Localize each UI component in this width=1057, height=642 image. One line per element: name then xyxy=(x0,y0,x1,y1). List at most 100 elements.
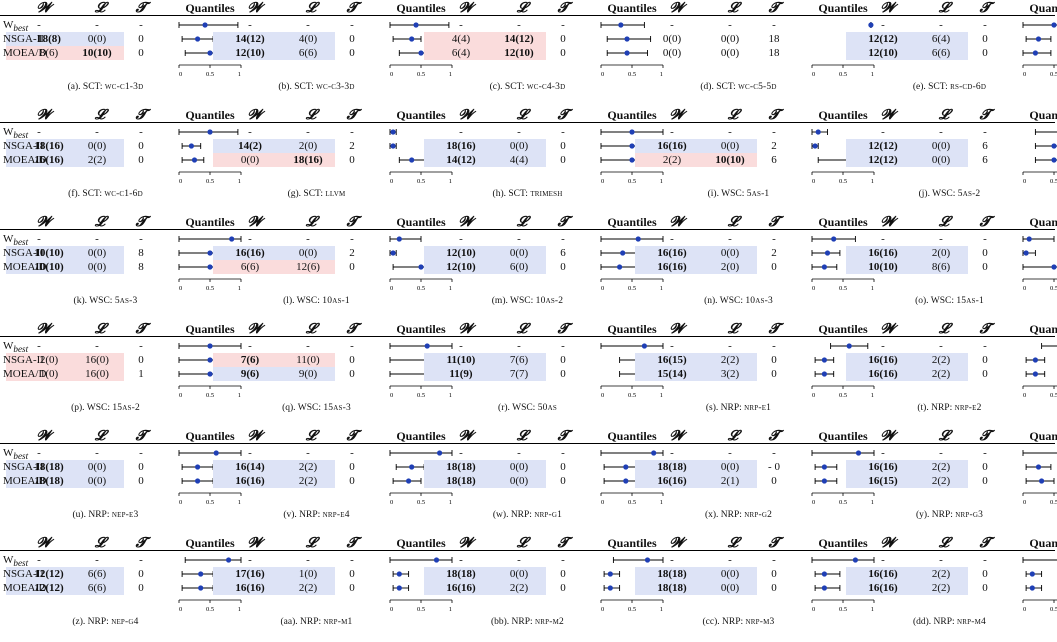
cell-value-l: - xyxy=(728,126,732,138)
column-header-t: 𝓣 xyxy=(346,214,358,230)
header-rule xyxy=(0,443,211,444)
median-marker xyxy=(868,22,874,28)
caption-benchmark: 10as-2 xyxy=(535,296,564,306)
column-header-t: 𝓣 xyxy=(768,321,780,337)
highlight-band xyxy=(846,567,968,581)
result-panel: 𝓦 𝓛 𝓣 Quantiles Wbest - - - NSGA-II 2(0) 16(0) 0 MOE… xyxy=(0,321,242,428)
result-panel: 𝓦 𝓛 𝓣 Quantiles Wbest - - - NSGA-II 12(12) 6(6) 0 MO… xyxy=(0,535,242,642)
highlight-band xyxy=(635,367,757,381)
table-row: 12(10) 6(6) 0 xyxy=(211,46,385,60)
cell-value-l: - xyxy=(728,19,732,31)
quantile-series-nsga xyxy=(814,357,835,363)
column-header-t: 𝓣 xyxy=(135,321,147,337)
table-row: --- xyxy=(633,18,807,32)
column-header-w: 𝓦 xyxy=(458,107,474,123)
cell-value-l: - xyxy=(939,447,943,459)
median-marker xyxy=(821,585,827,591)
x-tick-label: 1 xyxy=(238,178,241,185)
cell-value-l: 2(2) xyxy=(931,461,951,473)
cell-value-w: - xyxy=(670,233,674,245)
median-marker xyxy=(821,571,827,577)
x-tick-label: 0.5 xyxy=(839,392,847,399)
panel-caption: (g). SCT: llvm xyxy=(211,189,422,199)
caption-benchmark: nrp-m4 xyxy=(957,617,987,627)
header-rule xyxy=(211,15,422,16)
column-header-w: 𝓦 xyxy=(36,428,52,444)
median-marker xyxy=(1051,264,1057,270)
column-header-t: 𝓣 xyxy=(979,535,991,551)
table-row: 12(12) 0(0) 6 xyxy=(844,139,1018,153)
table-row: 18(18) 0(0) 0 xyxy=(633,581,807,595)
column-header-q: Quantiles xyxy=(1029,215,1057,229)
highlight-band xyxy=(6,260,124,274)
row-label-text: W xyxy=(3,447,14,459)
cell-value-t: - xyxy=(772,340,776,352)
cell-value-l: 2(2) xyxy=(931,368,951,380)
caption-prefix: (a). SCT: xyxy=(67,82,105,92)
x-tick-label: 0 xyxy=(1023,499,1026,506)
cell-value-t: - xyxy=(139,447,143,459)
table-row: --- xyxy=(211,125,385,139)
highlight-band xyxy=(6,353,124,367)
cell-value-w: 12(10) xyxy=(868,47,898,59)
cell-value-l: 2(2) xyxy=(298,461,318,473)
caption-prefix: (b). SCT: xyxy=(278,82,317,92)
cell-value-w: 16(16) xyxy=(868,354,898,366)
x-tick-label: 0 xyxy=(812,606,815,613)
highlight-band xyxy=(846,460,968,474)
quantile-series-nsga xyxy=(389,250,397,256)
column-header-q: Quantiles xyxy=(818,322,868,336)
column-header-q: Quantiles xyxy=(396,322,446,336)
table-row: --- xyxy=(422,446,596,460)
cell-value-t: 2 xyxy=(349,140,355,152)
quantile-plot: 00.51 xyxy=(1022,450,1057,506)
x-tick-label: 0.5 xyxy=(206,392,214,399)
row-label-moea: MOEA/D xyxy=(3,368,47,380)
result-panel: 𝓦 𝓛 𝓣 Quantiles - - -16(14) 2(2) 0 16(16) 2(2) 0 0 0.… xyxy=(211,428,453,535)
column-header-w: 𝓦 xyxy=(247,214,263,230)
cell-value-w: 18(18) xyxy=(657,568,687,580)
median-marker xyxy=(1023,250,1029,256)
x-tick-label: 0.5 xyxy=(417,392,425,399)
column-header-t: 𝓣 xyxy=(346,107,358,123)
column-header-l: 𝓛 xyxy=(305,535,317,551)
table-row: --- xyxy=(211,339,385,353)
cell-value-l: 4(4) xyxy=(509,154,529,166)
cell-value-t: - xyxy=(350,447,354,459)
column-header-w: 𝓦 xyxy=(458,214,474,230)
cell-value-w: 18(16) xyxy=(446,140,476,152)
quantile-series-nsga xyxy=(1034,143,1057,149)
highlight-band xyxy=(635,581,757,595)
quantile-series-nsga xyxy=(181,464,214,470)
highlight-band xyxy=(213,153,335,167)
row-label-text: W xyxy=(3,554,14,566)
result-panel: 𝓦 𝓛 𝓣 Quantiles - - - 7(6) 11(0) 0 9(6) 9(0) 0 0 0.5 1 (… xyxy=(211,321,453,428)
x-tick-label: 0 xyxy=(1023,285,1026,292)
caption-benchmark: nrp-m1 xyxy=(323,617,353,627)
result-panel: 𝓦 𝓛 𝓣 Quantiles - - - 0(0) 0(0) 18 0(0) 0(0) 18 0 0.5 1… xyxy=(633,0,875,107)
highlight-band xyxy=(213,474,335,488)
column-header-w: 𝓦 xyxy=(669,0,685,16)
cell-value-l: 2(0) xyxy=(931,247,951,259)
x-tick-label: 1 xyxy=(660,178,663,185)
table-row: 10(10) 8(6) 0 xyxy=(844,260,1018,274)
cell-value-l: 10(10) xyxy=(82,47,112,59)
caption-prefix: (h). SCT: xyxy=(492,189,531,199)
cell-value-t: 0 xyxy=(560,154,566,166)
header-rule xyxy=(844,550,1055,551)
column-header-w: 𝓦 xyxy=(669,428,685,444)
highlight-band xyxy=(6,474,124,488)
cell-value-l: - xyxy=(306,554,310,566)
result-panel: 𝓦𝓛𝓣Quantiles---16(16)2(2)016(15)2(2)000.… xyxy=(844,428,1057,535)
table-row: 14(2) 2(0) 2 xyxy=(211,139,385,153)
highlight-band xyxy=(424,367,546,381)
cell-value-w: 2(0) xyxy=(39,354,59,366)
caption-prefix: (l). WSC: xyxy=(283,296,323,306)
caption-prefix: (bb). NRP: xyxy=(490,617,536,627)
cell-value-w: - xyxy=(670,447,674,459)
x-tick-label: 0.5 xyxy=(1050,178,1057,185)
cell-value-t: 0 xyxy=(138,140,144,152)
median-marker xyxy=(821,478,827,484)
